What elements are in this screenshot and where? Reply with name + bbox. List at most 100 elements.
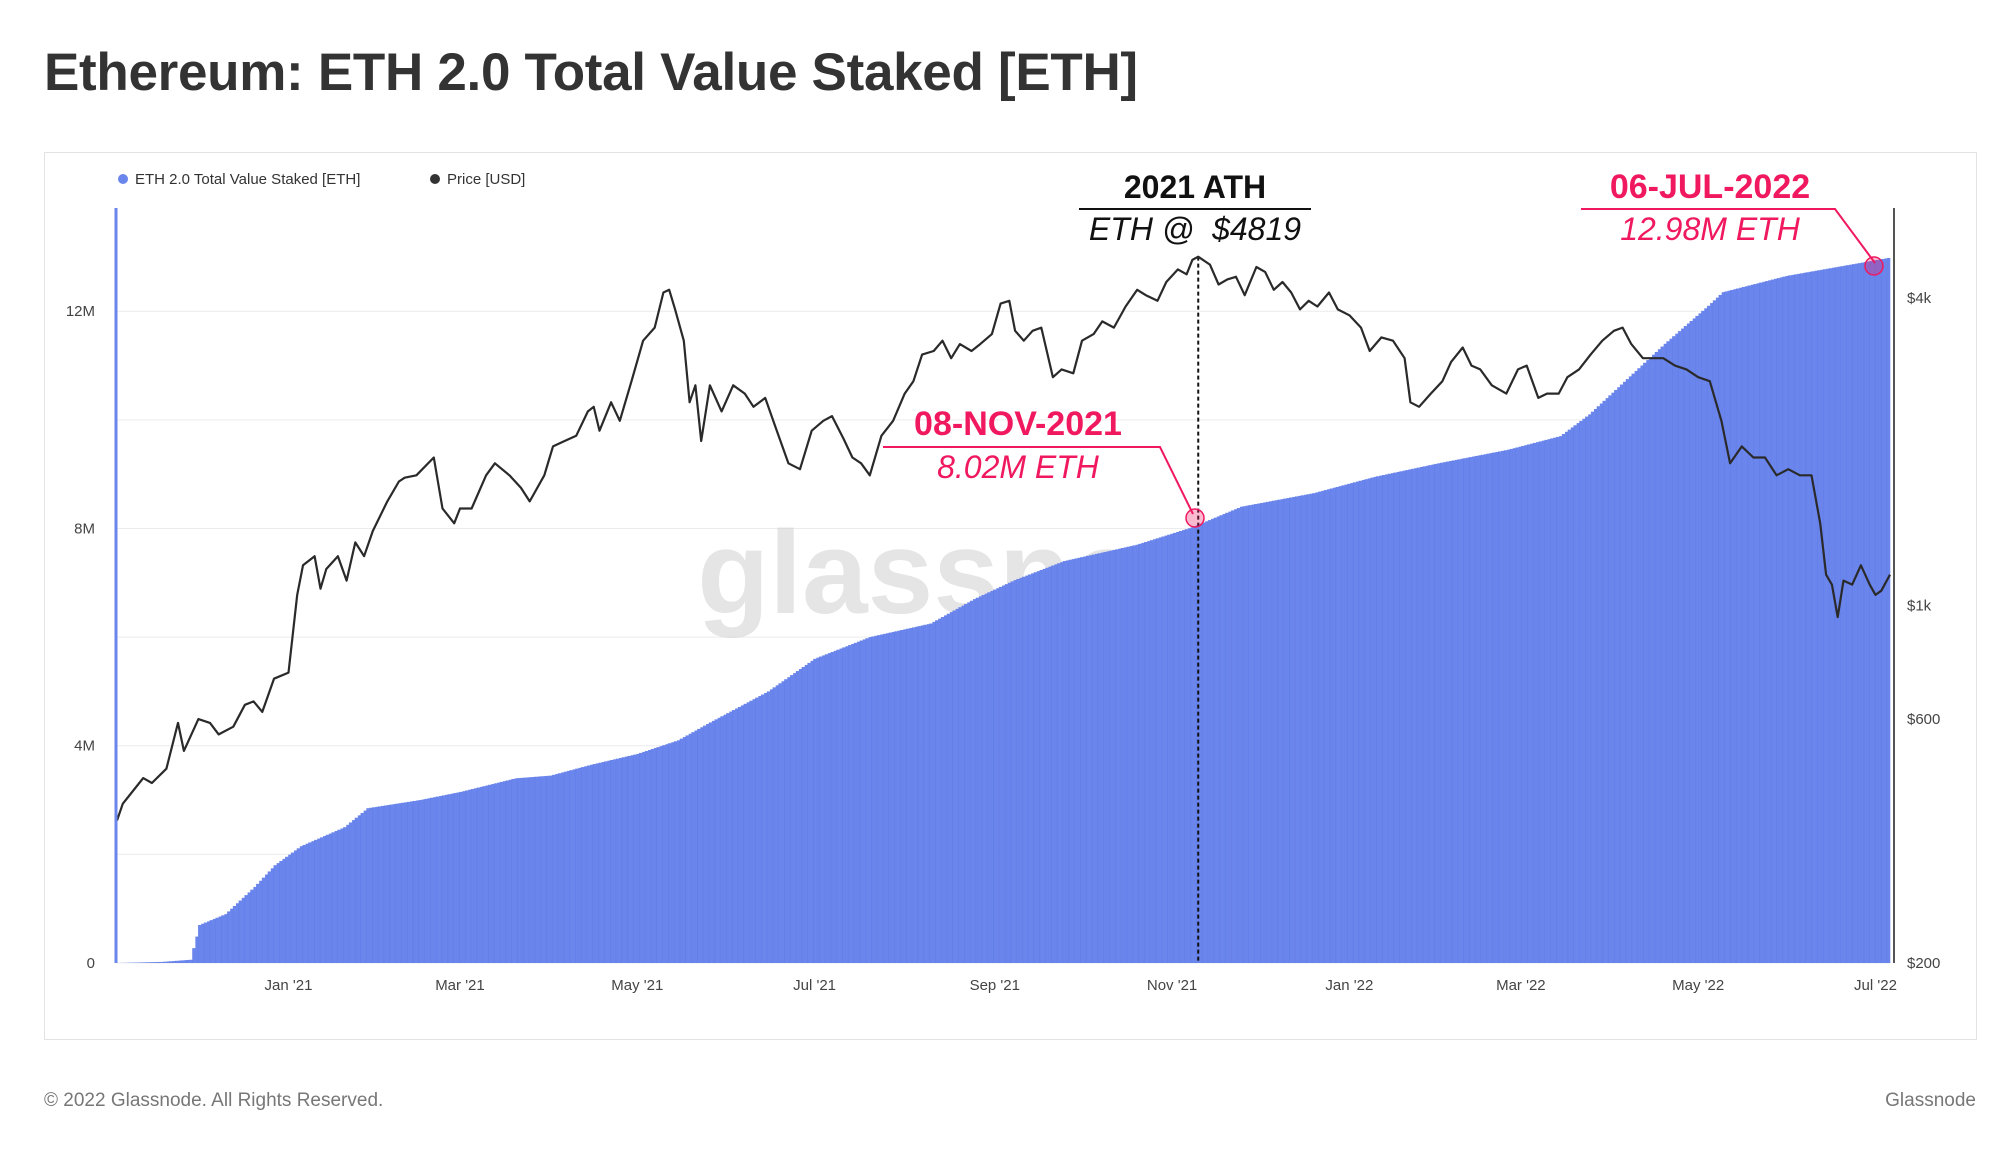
staked-bar bbox=[1318, 491, 1322, 963]
staked-bar bbox=[1431, 464, 1435, 963]
staked-bar bbox=[325, 834, 330, 963]
staked-bar bbox=[1077, 557, 1081, 963]
staked-bar bbox=[1205, 521, 1209, 963]
staked-bar bbox=[865, 638, 869, 963]
staked-bar bbox=[337, 829, 341, 963]
staked-bar bbox=[1193, 526, 1197, 963]
staked-bar bbox=[1103, 551, 1107, 963]
staked-bar bbox=[331, 832, 335, 963]
staked-bar bbox=[964, 603, 968, 963]
staked-bar bbox=[1274, 500, 1279, 963]
annotation-nov-2021: 08-NOV-2021 8.02M ETH bbox=[883, 405, 1205, 528]
staked-bar bbox=[1744, 286, 1749, 963]
staked-bar bbox=[282, 858, 286, 963]
staked-bar bbox=[1350, 483, 1354, 963]
staked-bar bbox=[944, 615, 948, 963]
staked-bar bbox=[1367, 478, 1371, 963]
staked-bar bbox=[1147, 541, 1151, 963]
staked-bar bbox=[677, 740, 681, 963]
staked-bar bbox=[1254, 504, 1258, 963]
staked-bar bbox=[1736, 288, 1740, 963]
staked-bar bbox=[903, 629, 907, 963]
staked-bar bbox=[1306, 494, 1310, 963]
staked-bar bbox=[291, 852, 295, 963]
staked-bar bbox=[1544, 439, 1548, 963]
staked-bar bbox=[1814, 270, 1818, 963]
staked-bar bbox=[1411, 468, 1415, 963]
staked-bar bbox=[1820, 269, 1824, 963]
staked-bar bbox=[1387, 473, 1392, 963]
staked-bar bbox=[270, 868, 274, 963]
staked-bar bbox=[1187, 528, 1191, 963]
staked-bar bbox=[915, 626, 919, 963]
staked-bar bbox=[1341, 485, 1345, 963]
staked-bar bbox=[1115, 549, 1119, 963]
staked-bar bbox=[1123, 547, 1128, 963]
staked-bar bbox=[813, 658, 817, 963]
staked-bar bbox=[1858, 263, 1862, 964]
staked-bar bbox=[1565, 431, 1569, 963]
staked-bar bbox=[415, 800, 420, 963]
staked-bar bbox=[1623, 381, 1627, 963]
staked-bar bbox=[909, 628, 913, 963]
staked-bar bbox=[1129, 546, 1133, 963]
staked-bar bbox=[166, 961, 170, 963]
staked-bar bbox=[140, 962, 144, 963]
staked-bar bbox=[697, 728, 701, 963]
staked-bar bbox=[1199, 523, 1203, 963]
staked-bar bbox=[1866, 261, 1870, 963]
staked-bar bbox=[1829, 268, 1833, 964]
staked-bar bbox=[137, 962, 141, 963]
staked-bar bbox=[566, 770, 570, 963]
staked-bar bbox=[598, 762, 602, 963]
staked-bar bbox=[1753, 284, 1757, 963]
staked-bar bbox=[653, 748, 658, 963]
staked-bar bbox=[465, 790, 469, 963]
staked-bar bbox=[375, 806, 379, 963]
staked-bar bbox=[1710, 303, 1714, 963]
staked-bar bbox=[1831, 267, 1836, 963]
staked-bar bbox=[1335, 486, 1339, 963]
staked-bar bbox=[856, 641, 861, 963]
staked-bar bbox=[604, 761, 608, 963]
staked-bar bbox=[1483, 454, 1487, 963]
staked-bar bbox=[279, 861, 283, 963]
staked-bar bbox=[471, 789, 475, 963]
staked-bar bbox=[1443, 462, 1447, 963]
staked-bar bbox=[679, 738, 684, 963]
staked-bar bbox=[1573, 425, 1577, 963]
jul-leader-line bbox=[1581, 208, 1876, 264]
staked-bar bbox=[511, 779, 515, 963]
staked-bar bbox=[369, 807, 373, 963]
staked-bar bbox=[801, 666, 806, 963]
staked-bar bbox=[534, 776, 539, 963]
staked-bar bbox=[1086, 555, 1090, 963]
staked-bar bbox=[1161, 536, 1165, 963]
staked-bar bbox=[1425, 465, 1429, 963]
staked-bar bbox=[897, 630, 901, 963]
staked-bar bbox=[1181, 530, 1186, 963]
staked-bar bbox=[1260, 502, 1264, 963]
staked-bar bbox=[1567, 429, 1572, 963]
staked-bar bbox=[1698, 313, 1702, 963]
legend-price-dot bbox=[430, 174, 440, 184]
nov-value: 8.02M ETH bbox=[937, 449, 1100, 485]
staked-bar bbox=[529, 777, 533, 963]
staked-bar bbox=[1170, 533, 1174, 963]
staked-bar bbox=[1579, 420, 1583, 963]
staked-bar bbox=[871, 636, 875, 963]
staked-bar bbox=[517, 778, 521, 963]
staked-bar bbox=[305, 843, 309, 963]
staked-bar bbox=[444, 794, 449, 963]
staked-bar bbox=[1669, 338, 1673, 964]
staked-bar bbox=[714, 719, 718, 963]
staked-bar bbox=[421, 799, 425, 963]
staked-bar bbox=[595, 763, 599, 963]
staked-bar bbox=[1016, 578, 1020, 963]
staked-bar bbox=[1457, 459, 1461, 963]
staked-bar bbox=[1843, 265, 1847, 963]
staked-bar bbox=[1585, 416, 1589, 964]
staked-bar bbox=[1765, 281, 1769, 963]
staked-bar bbox=[758, 696, 762, 963]
